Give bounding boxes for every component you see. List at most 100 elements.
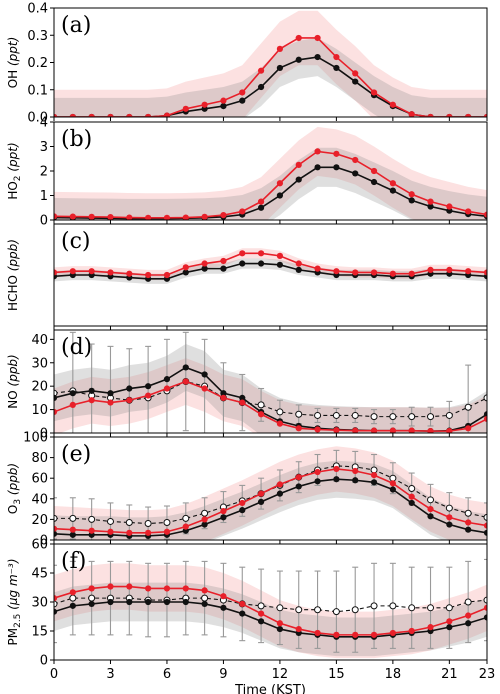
red-data-point (220, 212, 227, 219)
red-data-point (352, 427, 359, 433)
red-data-point (333, 268, 340, 275)
obs-data-point (370, 413, 378, 421)
red-data-point (370, 89, 378, 96)
red-data-point (163, 214, 171, 220)
panel-label: (f) (61, 549, 86, 574)
red-data-point (370, 472, 378, 479)
red-data-point (239, 499, 246, 507)
y-axis-label: PM2.5 (μg m⁻³) (6, 559, 23, 646)
black-data-point (295, 483, 302, 490)
red-data-point (483, 522, 487, 529)
black-data-point (427, 203, 434, 210)
red-data-point (314, 468, 321, 476)
red-data-point (201, 587, 208, 594)
red-data-point (446, 203, 453, 210)
black-data-point (257, 498, 265, 505)
red-data-point (145, 271, 152, 279)
red-data-point (257, 198, 265, 205)
red-data-point (465, 268, 472, 275)
obs-data-point (483, 513, 487, 521)
red-data-point (446, 514, 453, 521)
obs-data-point (408, 413, 416, 421)
red-data-point (408, 427, 415, 433)
red-data-point (107, 269, 114, 276)
obs-data-point (182, 514, 190, 522)
panel-b: 0 1 2 3 4 (b) HO2 (ppt) (6, 116, 488, 229)
red-data-point (163, 585, 171, 592)
red-data-point (276, 252, 284, 259)
black-data-point (163, 598, 171, 606)
red-data-point (257, 490, 265, 497)
red-data-point (88, 268, 95, 275)
black-data-point (446, 624, 453, 631)
black-data-point (352, 78, 359, 85)
y-tick-label: 0.3 (27, 29, 48, 44)
red-data-point (182, 214, 189, 220)
red-data-point (239, 600, 246, 608)
red-data-point (352, 70, 359, 77)
red-data-point (107, 399, 114, 406)
red-data-point (352, 269, 359, 276)
black-data-point (314, 478, 321, 485)
red-data-point (483, 211, 487, 218)
black-data-point (483, 529, 487, 536)
black-data-point (257, 204, 265, 211)
panel-f: 0 15 30 45 60 (f) PM2.5 (μg m⁻³) (6, 538, 488, 669)
panel-label: (d) (61, 335, 92, 360)
red-data-point (314, 34, 321, 42)
red-data-point (465, 425, 472, 432)
obs-data-point (144, 520, 152, 528)
red-data-point (220, 593, 227, 600)
red-data-point (239, 250, 246, 257)
red-data-point (295, 260, 302, 267)
x-axis-label: Time (KST) (234, 683, 306, 694)
x-tick-label: 12 (272, 667, 289, 682)
red-data-point (69, 526, 76, 533)
black-data-point (239, 394, 246, 401)
obs-data-point (483, 394, 487, 402)
obs-data-point (464, 598, 472, 606)
red-data-point (427, 113, 434, 117)
x-tick-label: 9 (219, 667, 227, 682)
red-data-point (182, 523, 189, 530)
obs-data-point (276, 604, 284, 612)
x-tick-label: 3 (106, 667, 114, 682)
obs-data-point (201, 594, 209, 602)
red-data-point (370, 269, 378, 276)
obs-data-point (106, 517, 114, 525)
red-data-point (163, 271, 171, 279)
red-data-point (427, 266, 434, 273)
red-data-point (333, 427, 340, 433)
black-data-point (239, 97, 246, 104)
black-data-point (276, 625, 284, 633)
red-data-point (182, 264, 189, 271)
black-series-line (54, 601, 487, 638)
black-data-point (352, 477, 359, 484)
red-series-line (54, 468, 487, 534)
red-data-point (483, 113, 487, 117)
obs-data-point (125, 518, 133, 526)
red-data-point (69, 113, 76, 117)
black-data-point (201, 371, 208, 378)
black-data-point (126, 598, 133, 606)
red-data-point (314, 265, 321, 272)
obs-data-point (201, 509, 209, 517)
red-uncertainty-band (54, 446, 487, 540)
obs-data-point (54, 600, 58, 608)
red-data-point (483, 415, 487, 423)
panel-a: 0.0 0.1 0.2 0.3 0.4 (a) OH (ppt) (6, 2, 488, 126)
y-tick-label: 30 (31, 596, 48, 611)
y-tick-label: 30 (31, 356, 48, 371)
red-data-point (145, 529, 152, 536)
red-data-point (88, 527, 95, 534)
red-data-point (163, 112, 171, 117)
black-data-point (220, 390, 227, 397)
red-data-point (352, 467, 359, 475)
red-data-point (465, 612, 472, 619)
red-data-point (276, 481, 284, 488)
y-tick-label: 20 (31, 380, 48, 395)
black-data-point (54, 530, 58, 537)
black-data-point (333, 476, 340, 483)
red-data-point (333, 150, 340, 157)
red-data-point (54, 595, 58, 602)
